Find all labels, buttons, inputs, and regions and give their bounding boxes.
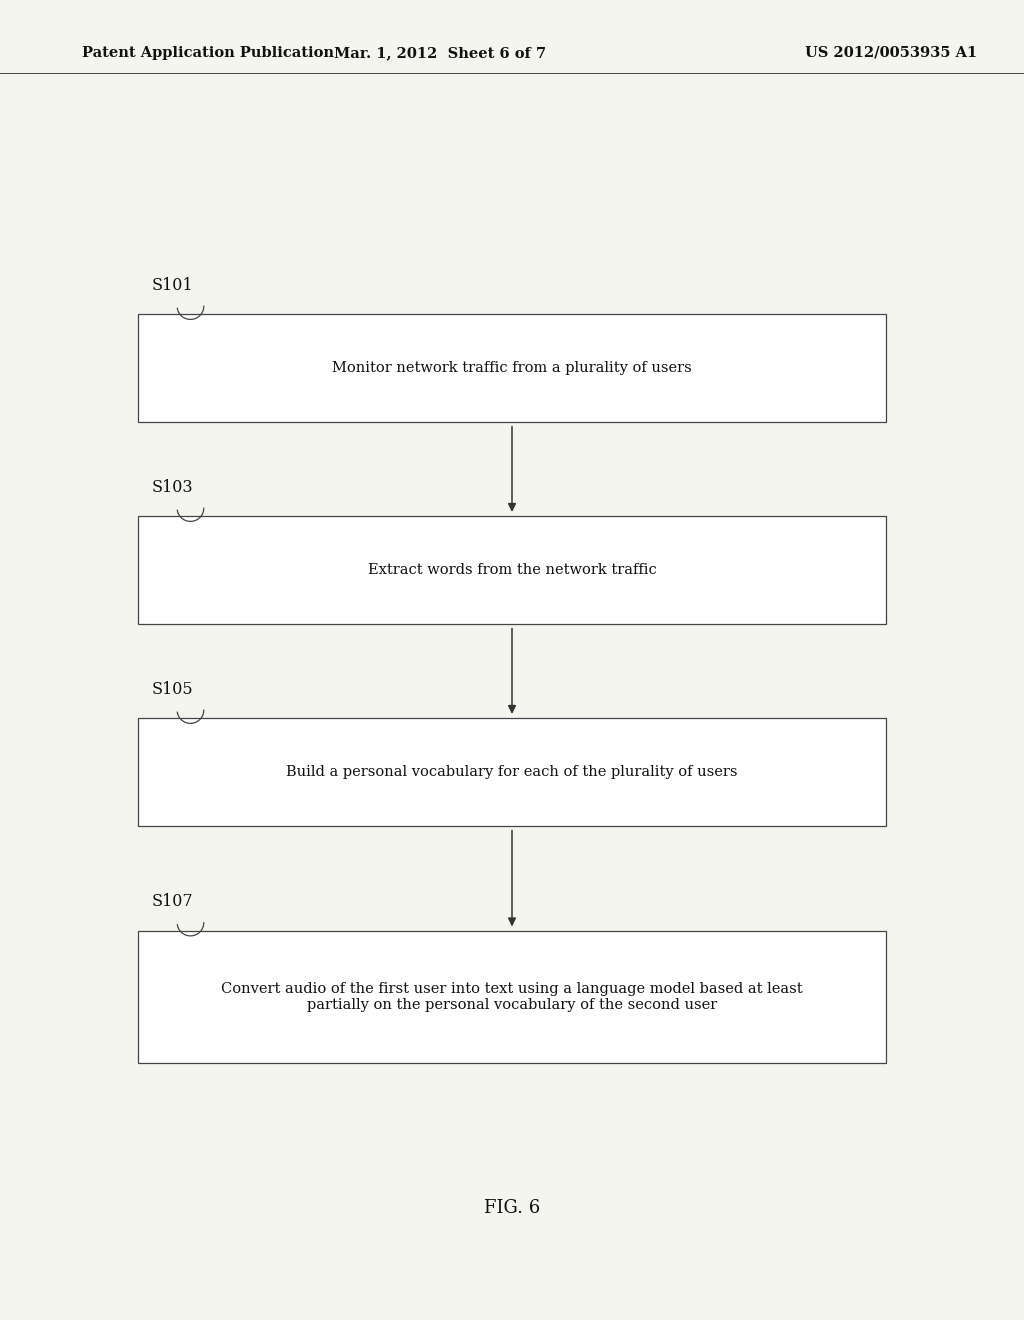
Text: FIG. 6: FIG. 6 [484, 1199, 540, 1217]
Text: Convert audio of the first user into text using a language model based at least
: Convert audio of the first user into tex… [221, 982, 803, 1011]
Text: S101: S101 [152, 277, 194, 293]
Text: Extract words from the network traffic: Extract words from the network traffic [368, 564, 656, 577]
Text: Patent Application Publication: Patent Application Publication [82, 46, 334, 59]
Text: Build a personal vocabulary for each of the plurality of users: Build a personal vocabulary for each of … [287, 766, 737, 779]
Bar [138, 516, 886, 624]
Text: Mar. 1, 2012  Sheet 6 of 7: Mar. 1, 2012 Sheet 6 of 7 [334, 46, 547, 59]
Text: S103: S103 [152, 479, 194, 495]
Text: US 2012/0053935 A1: US 2012/0053935 A1 [805, 46, 977, 59]
Text: S105: S105 [152, 681, 194, 697]
Text: S107: S107 [152, 894, 194, 909]
Bar [138, 931, 886, 1063]
Text: Monitor network traffic from a plurality of users: Monitor network traffic from a plurality… [332, 362, 692, 375]
Bar [138, 314, 886, 422]
Bar [138, 718, 886, 826]
